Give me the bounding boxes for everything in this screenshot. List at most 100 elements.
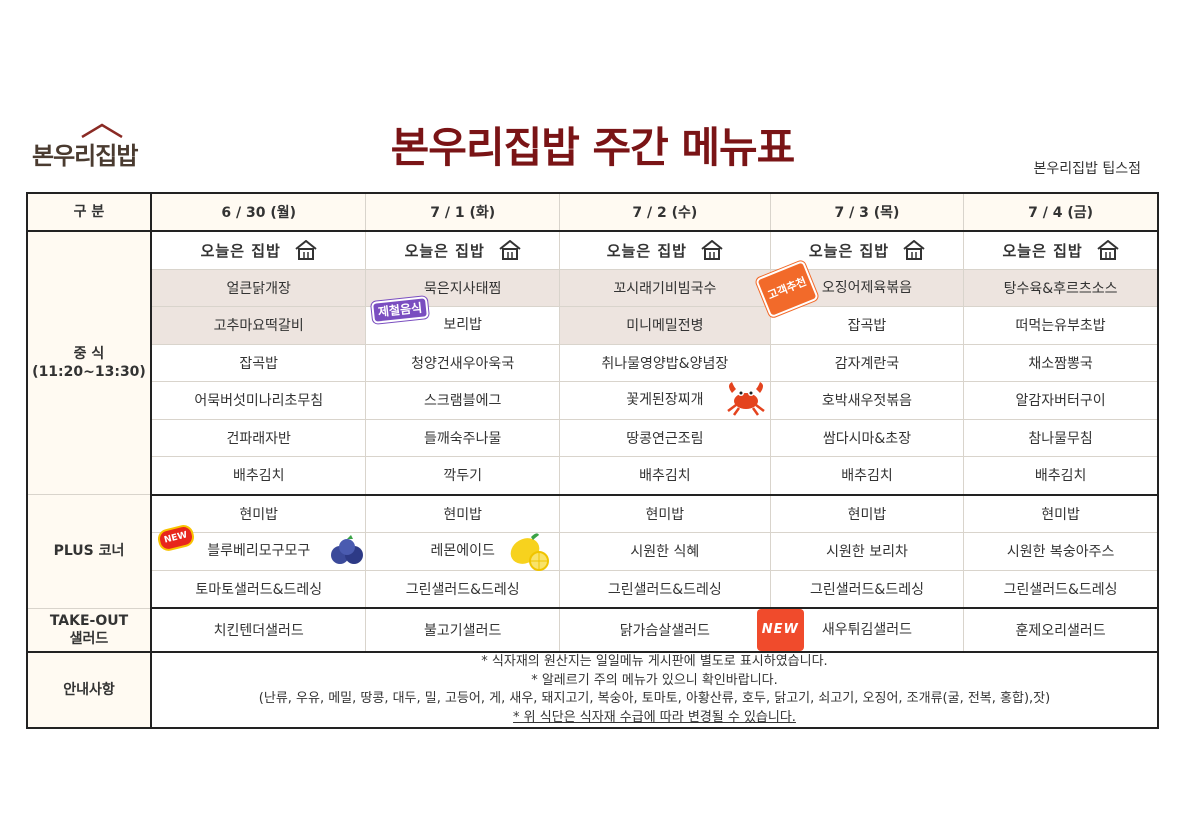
lunch-row: 배추김치 깍두기 배추김치 배추김치 배추김치 (27, 456, 1158, 496)
lunch-row: 어묵버섯미나리초무침 스크램블에그 꽃게된장찌개 호박새우젓볶음 알감자버터구 (27, 381, 1158, 420)
menu-cell: 청양건새우아욱국 (365, 344, 560, 382)
menu-cell: 건파래자반 (150, 419, 366, 457)
menu-cell: 얼큰닭개장 (150, 269, 366, 307)
today-cell: 오늘은 집밥 (963, 231, 1158, 270)
house-icon (1097, 239, 1119, 260)
menu-cell: 배추김치 (150, 456, 366, 496)
menu-cell: 호박새우젓볶음 (769, 381, 964, 420)
recommend-badge: 고객추천 (754, 259, 820, 318)
day-header: 6 / 30 (월) (150, 193, 366, 232)
season-sticker: 제철음식 (371, 296, 430, 324)
lunch-category: 중 식 (11:20~13:30) (27, 231, 152, 495)
menu-cell: 고추마요떡갈비 (150, 306, 366, 345)
menu-cell: 고객추천 오징어제육볶음 (754, 259, 964, 318)
menu-cell: 토마토샐러드&드레싱 (150, 570, 366, 609)
menu-cell: 감자계란국 (769, 344, 964, 382)
menu-cell: 현미밥 (365, 494, 560, 533)
logo-text: 본우리집밥 (32, 142, 138, 170)
notice-category: 안내사항 (27, 652, 152, 728)
plus-row: NEW 블루베리모구모구 레몬에이드 (27, 523, 1158, 571)
menu-cell: 미니메밀전병 (558, 306, 771, 345)
lunch-row: 고추마요떡갈비 제철음식 보리밥 미니메밀전병 잡곡밥 떠먹는유부초밥 (27, 296, 1158, 345)
lunch-row: 얼큰닭개장 묵은지사태찜 꼬시래기비빔국수 고객추천 오징어제육볶음 탕수육&후… (27, 259, 1158, 318)
menu-cell: 꽃게된장찌개 (558, 381, 771, 420)
new-sticker-large: NEW (756, 609, 804, 651)
today-row: 중 식 (11:20~13:30) 오늘은 집밥 오늘은 집밥 오늘은 집밥 오… (27, 231, 1158, 495)
menu-cell: NEW 블루베리모구모구 (150, 523, 366, 571)
menu-cell: 레몬에이드 (365, 532, 560, 571)
menu-cell: 현미밥 (558, 494, 771, 533)
menu-cell: 닭가슴살샐러드 (558, 608, 771, 653)
day-header: 7 / 2 (수) (558, 193, 771, 232)
notice-line: (난류, 우유, 메밀, 땅콩, 대두, 밀, 고등어, 게, 새우, 돼지고기… (258, 691, 1051, 706)
takeout-category: TAKE-OUT 샐러드 (27, 608, 152, 653)
plus-category: PLUS 코너 (27, 494, 152, 609)
weekly-menu-table: 구 분 6 / 30 (월) 7 / 1 (화) 7 / 2 (수) 7 / 3… (26, 192, 1159, 729)
menu-cell: 현미밥 (769, 494, 964, 533)
brand-logo: 본우리집밥 (32, 122, 162, 170)
day-header: 7 / 1 (화) (365, 193, 560, 232)
roof-icon (81, 123, 123, 138)
menu-item: 레몬에이드 (430, 543, 495, 559)
lunch-row: 건파래자반 들깨숙주나물 땅콩연근조림 쌈다시마&초장 참나물무침 (27, 419, 1158, 457)
lemon-icon (510, 533, 549, 571)
menu-item: 오징어제육볶음 (821, 279, 913, 296)
menu-cell: 알감자버터구이 (963, 381, 1158, 420)
menu-cell: NEW 새우튀김샐러드 (756, 608, 964, 653)
menu-cell: 참나물무침 (963, 419, 1158, 457)
branch-name: 본우리집밥 팁스점 (1033, 161, 1142, 177)
menu-cell: 배추김치 (769, 456, 964, 496)
notice-content: * 식자재의 원산지는 일일메뉴 게시판에 별도로 표시하였습니다. * 알레르… (150, 652, 1158, 728)
category-header: 구 분 (27, 193, 152, 232)
plus-row: PLUS 코너 현미밥 현미밥 현미밥 현미밥 현미밥 (27, 494, 1158, 609)
menu-item: 새우튀김샐러드 (821, 622, 913, 638)
today-label: 오늘은 집밥 (808, 241, 890, 260)
menu-cell: 떠먹는유부초밥 (963, 306, 1158, 345)
new-badge-small: NEW (155, 523, 196, 553)
menu-cell: 그린샐러드&드레싱 (558, 570, 771, 609)
menu-cell: 그린샐러드&드레싱 (365, 570, 560, 609)
menu-cell: 탕수육&후르츠소스 (963, 269, 1158, 307)
menu-cell: 제철음식 보리밥 (365, 296, 560, 345)
menu-cell: 그린샐러드&드레싱 (769, 570, 964, 609)
menu-cell: 잡곡밥 (150, 344, 366, 382)
notice-line: * 알레르기 주의 메뉴가 있으니 확인바랍니다. (531, 672, 778, 688)
today-label: 오늘은 집밥 (200, 241, 281, 260)
menu-cell: 땅콩연근조림 (558, 419, 771, 457)
crab-icon (727, 382, 765, 416)
menu-cell: 배추김치 (963, 456, 1158, 496)
new-sticker-small: NEW (155, 523, 196, 553)
plus-row: 토마토샐러드&드레싱 그린샐러드&드레싱 그린샐러드&드레싱 그린샐러드&드레싱… (27, 570, 1158, 609)
new-badge-large: NEW (756, 609, 804, 651)
menu-cell: 취나물영양밥&양념장 (558, 344, 771, 382)
menu-item: 블루베리모구모구 (207, 543, 311, 559)
menu-cell: 채소짬뽕국 (963, 344, 1158, 382)
menu-cell: 꼬시래기비빔국수 (558, 269, 771, 307)
page-title: 본우리집밥 주간 메뉴표 (390, 123, 796, 172)
house-icon (499, 239, 521, 260)
day-header: 7 / 4 (금) (963, 193, 1158, 232)
menu-item: 보리밥 (443, 317, 482, 333)
menu-item: 꽃게된장찌개 (626, 392, 704, 408)
menu-cell: 시원한 보리차 (769, 532, 964, 571)
house-icon (701, 239, 723, 260)
day-header: 7 / 3 (목) (769, 193, 964, 232)
menu-cell: 치킨텐더샐러드 (150, 608, 366, 653)
notice-row: 안내사항 * 식자재의 원산지는 일일메뉴 게시판에 별도로 표시하였습니다. … (27, 652, 1158, 728)
today-label: 오늘은 집밥 (1002, 241, 1083, 260)
menu-cell: 훈제오리샐러드 (963, 608, 1158, 653)
menu-cell: 쌈다시마&초장 (769, 419, 964, 457)
menu-cell: 깍두기 (365, 456, 560, 496)
menu-cell: 불고기샐러드 (365, 608, 560, 653)
menu-cell: 그린샐러드&드레싱 (963, 570, 1158, 609)
today-label: 오늘은 집밥 (606, 241, 687, 260)
menu-cell: 시원한 식혜 (558, 532, 771, 571)
takeout-label-1: TAKE-OUT (49, 612, 129, 629)
notice-line: * 위 식단은 식자재 수급에 따라 변경될 수 있습니다. (513, 709, 796, 725)
today-cell: 오늘은 집밥 (365, 231, 560, 270)
lunch-row: 잡곡밥 청양건새우아욱국 취나물영양밥&양념장 감자계란국 채소짬뽕국 (27, 344, 1158, 382)
menu-cell: 현미밥 (963, 494, 1158, 533)
notice-line: * 식자재의 원산지는 일일메뉴 게시판에 별도로 표시하였습니다. (481, 654, 828, 669)
today-cell: 오늘은 집밥 (558, 231, 771, 270)
menu-cell: 배추김치 (558, 456, 771, 496)
